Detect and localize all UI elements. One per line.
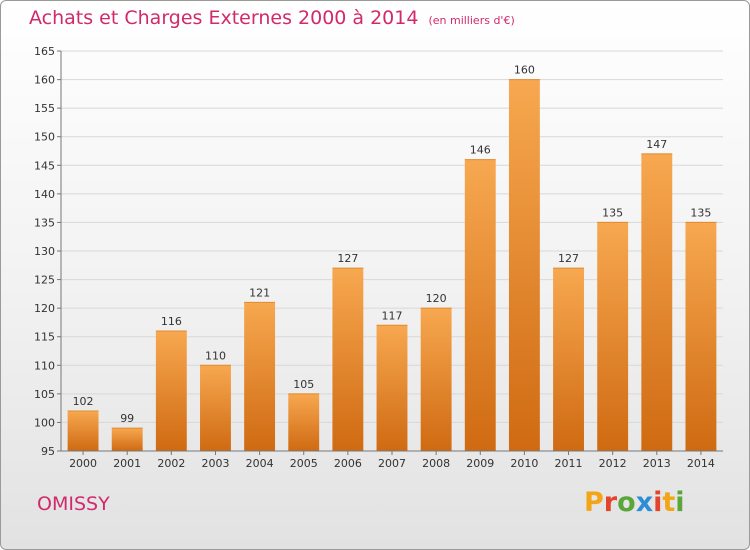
bar [244, 302, 276, 451]
chart-unit: (en milliers d'€) [428, 14, 515, 27]
x-tick-label: 2002 [157, 457, 185, 470]
y-tick-label: 130 [34, 245, 55, 258]
bar [111, 428, 143, 451]
data-label: 116 [161, 315, 182, 328]
bar [685, 222, 717, 451]
brand-letter: P [584, 487, 604, 518]
bar [155, 331, 187, 451]
brand-letter: t [662, 487, 676, 518]
data-label: 127 [337, 252, 358, 265]
x-tick-label: 2008 [422, 457, 450, 470]
data-label: 127 [558, 252, 579, 265]
bar [420, 308, 452, 451]
x-tick-label: 2014 [687, 457, 715, 470]
x-tick-label: 2001 [113, 457, 141, 470]
y-tick-label: 95 [41, 445, 55, 458]
y-tick-label: 160 [34, 74, 55, 87]
y-tick-label: 110 [34, 359, 55, 372]
brand-logo: Proxiti [584, 487, 685, 518]
x-tick-label: 2005 [290, 457, 318, 470]
chart-title: Achats et Charges Externes 2000 à 2014 (e… [29, 7, 515, 29]
data-label: 146 [470, 144, 491, 157]
bar [553, 268, 584, 451]
y-tick-label: 100 [34, 416, 55, 429]
brand-letter: r [603, 487, 618, 518]
x-tick-label: 2013 [643, 457, 671, 470]
y-tick-label: 155 [34, 102, 55, 115]
y-tick-label: 150 [34, 131, 55, 144]
data-label: 110 [205, 349, 226, 362]
y-tick-label: 135 [34, 216, 55, 229]
data-label: 135 [690, 206, 711, 219]
brand-letter: x [635, 487, 654, 518]
data-label: 102 [73, 395, 94, 408]
x-tick-label: 2000 [69, 457, 97, 470]
x-tick-label: 2011 [555, 457, 583, 470]
data-label: 121 [249, 286, 270, 299]
bar [641, 153, 673, 451]
bar [332, 268, 364, 451]
data-label: 105 [293, 378, 314, 391]
data-label: 120 [426, 292, 447, 305]
bars [67, 79, 717, 452]
bar [376, 325, 408, 451]
data-labels: 102 99 116 110 121 105 127 117 120 146 160 127 135 14… [73, 64, 712, 426]
commune-name: OMISSY [37, 493, 110, 515]
x-tick-label: 2006 [334, 457, 362, 470]
y-tick-label: 125 [34, 274, 55, 287]
bar [508, 79, 540, 452]
y-tick-label: 120 [34, 302, 55, 315]
brand-letter: o [617, 487, 636, 518]
bar [464, 159, 496, 452]
data-label: 160 [514, 64, 535, 77]
bar [200, 365, 231, 451]
x-tick-label: 2010 [510, 457, 538, 470]
y-tick-label: 140 [34, 188, 55, 201]
chart-title-text: Achats et Charges Externes 2000 à 2014 [29, 7, 419, 29]
data-label: 147 [646, 138, 667, 151]
x-tick-label: 2012 [599, 457, 627, 470]
y-tick-label: 115 [34, 331, 55, 344]
x-tick-label: 2004 [246, 457, 274, 470]
data-label: 99 [120, 412, 134, 425]
brand-letter: i [675, 487, 685, 518]
y-tick-label: 105 [34, 388, 55, 401]
brand-letter: i [653, 487, 663, 518]
x-tick-label: 2003 [201, 457, 229, 470]
x-tick-label: 2009 [466, 457, 494, 470]
y-tick-label: 145 [34, 159, 55, 172]
bar [288, 393, 320, 451]
bar [597, 222, 629, 451]
data-label: 117 [382, 309, 403, 322]
bar [67, 411, 99, 451]
axes: 95 100 105 110 115 120 125 130 135 140 145 150 155 16… [34, 45, 723, 470]
y-tick-label: 165 [34, 45, 55, 58]
data-label: 135 [602, 206, 623, 219]
x-tick-label: 2007 [378, 457, 406, 470]
